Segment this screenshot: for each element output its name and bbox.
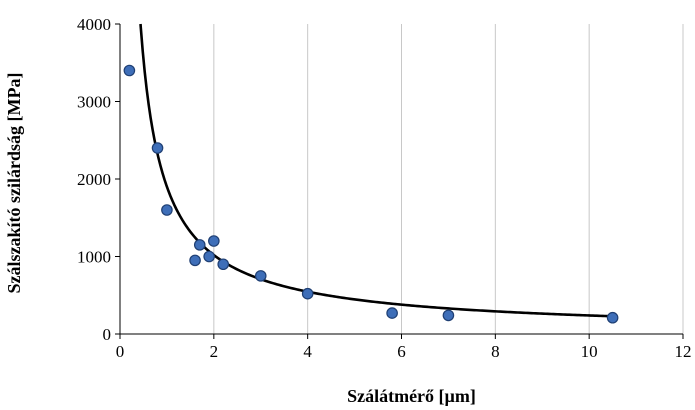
data-point: [386, 307, 398, 319]
data-point: [161, 204, 173, 216]
x-tick-label: 6: [397, 342, 406, 361]
trend-layer: [139, 23, 613, 318]
data-point: [123, 64, 136, 77]
data-point: [203, 250, 215, 263]
data-point: [208, 235, 220, 247]
x-tick-label: 0: [116, 342, 125, 361]
x-tick-label: 4: [303, 342, 312, 361]
data-point: [151, 142, 164, 154]
y-axis-title: Szálszakító szilárdság [MPa]: [4, 73, 24, 294]
x-tick-label: 10: [581, 342, 598, 361]
data-point: [442, 309, 455, 322]
data-point: [189, 254, 201, 267]
y-tick-label: 2000: [77, 170, 111, 189]
data-point: [193, 239, 206, 251]
y-tick-label: 0: [103, 325, 112, 344]
data-point: [301, 287, 314, 300]
x-tick-label: 2: [210, 342, 219, 361]
point-layer: [123, 64, 619, 324]
y-tick-label: 3000: [77, 93, 111, 112]
grid-layer: [213, 24, 684, 334]
y-tick-label: 1000: [77, 248, 111, 267]
x-tick-label: 8: [491, 342, 500, 361]
x-tick-label: 12: [675, 342, 692, 361]
trendline: [139, 23, 613, 318]
data-point: [254, 270, 267, 282]
tick-layer: 0 2 4 6 8 10 12 0 1000 2000 3000 4000: [77, 15, 692, 361]
x-axis-title: Szálátmérő [µm]: [347, 386, 476, 406]
data-point: [606, 311, 619, 324]
data-point: [217, 258, 230, 271]
y-tick-label: 4000: [77, 15, 111, 34]
